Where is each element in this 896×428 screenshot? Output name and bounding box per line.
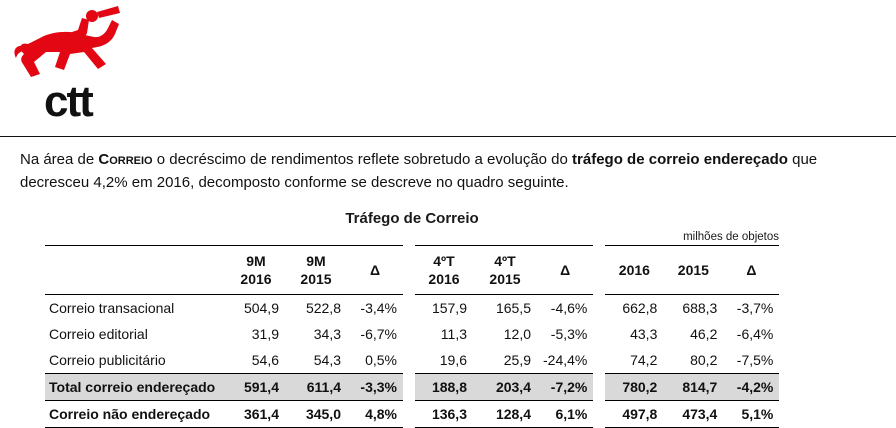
value-cell: 345,0 [285, 400, 347, 428]
header-cell: 4ºT 2016 [415, 244, 473, 296]
value-cell: 11,3 [440, 326, 467, 343]
column-gap [593, 347, 605, 374]
value-cell: 80,2 [690, 352, 718, 369]
traffic-table: 9M 2016 9M 2015 Δ 4ºT 2016 4ºT 2015 Δ 2016 2015… [45, 244, 780, 428]
value-cell: 473,4 [663, 400, 724, 428]
header-cell [45, 244, 227, 296]
table-body: Correio transacional 504,9 522,8 -3,4% 157,9… [45, 295, 780, 428]
value-cell: -7,5% [736, 352, 774, 369]
value-cell: 46,2 [690, 326, 718, 343]
header-cell: 9M 2015 [285, 244, 347, 296]
table-row: Total correio endereçado 591,4 611,4 -3,3% 1… [45, 373, 780, 402]
ctt-logo: ctt [0, 0, 896, 124]
table-row: Correio não endereçado 361,4 345,0 4,8% 136,… [45, 400, 780, 428]
intro-paragraph: Na área de Correio o decréscimo de rendi… [20, 149, 876, 194]
table-row: Correio transacional 504,9 522,8 -3,4% 157,9… [45, 295, 779, 322]
value-cell: -24,4% [543, 352, 588, 369]
table-header: 9M 2016 9M 2015 Δ 4ºT 2016 4ºT 2015 Δ 2016 2015… [45, 244, 780, 296]
value-cell: -4,2% [723, 373, 780, 402]
value-cell: 361,4 [227, 400, 285, 428]
value-cell: -3,7% [736, 300, 774, 317]
value-cell: 12,0 [503, 326, 531, 343]
value-cell: 54,6 [251, 352, 279, 369]
value-cell: -6,4% [736, 326, 774, 343]
value-cell: 0,5% [365, 352, 397, 369]
value-cell: -7,2% [537, 373, 594, 402]
correio-smallcaps: Correio [98, 151, 153, 168]
value-cell: 74,2 [630, 352, 658, 369]
column-gap [403, 401, 415, 428]
value-cell: 54,3 [313, 352, 341, 369]
units-note: milhões de objetos [683, 231, 779, 243]
header-cell: 2016 [605, 244, 664, 296]
value-cell: -5,3% [550, 326, 588, 343]
value-cell: 814,7 [663, 373, 724, 402]
row-label: Correio editorial [49, 326, 148, 343]
value-cell: 34,3 [313, 326, 341, 343]
value-cell: -6,7% [360, 326, 397, 343]
table-row: Correio publicitário 54,6 54,3 0,5% 19,6 25,9… [45, 347, 779, 374]
column-gap [593, 321, 605, 347]
column-gap [593, 374, 605, 401]
row-label: Correio publicitário [49, 352, 166, 369]
header-cell: Δ [347, 244, 403, 296]
column-gap [403, 295, 415, 322]
intro-text-2: o decréscimo de rendimentos reflete sobr… [152, 151, 573, 168]
value-cell: -3,4% [360, 300, 397, 317]
value-cell: 165,5 [495, 300, 531, 317]
row-label: Correio não endereçado [45, 400, 227, 428]
value-cell: 128,4 [473, 400, 537, 428]
header-cell: 9M 2016 [227, 244, 285, 296]
value-cell: 780,2 [605, 373, 664, 402]
value-cell: 19,6 [439, 352, 467, 369]
value-cell: 504,9 [243, 300, 279, 317]
value-cell: 4,8% [347, 400, 403, 428]
row-label: Correio transacional [49, 300, 175, 317]
horse-rider-icon [10, 6, 896, 84]
column-gap [593, 246, 605, 295]
header-cell: 4ºT 2015 [473, 244, 537, 296]
value-cell: 611,4 [285, 373, 347, 402]
value-cell: 157,9 [431, 300, 467, 317]
value-cell: 591,4 [227, 373, 285, 402]
column-gap [593, 295, 605, 322]
header-cell: 2015 [663, 244, 724, 296]
table-title: Tráfego de Correio [345, 210, 479, 227]
value-cell: 203,4 [473, 373, 537, 402]
value-cell: 25,9 [503, 352, 531, 369]
header-cell: Δ [537, 244, 594, 296]
column-gap [403, 347, 415, 374]
value-cell: 136,3 [415, 400, 473, 428]
intro-text-3: que decresceu 4,2% em 2016, decomposto c… [20, 151, 818, 191]
logo-wordmark: ctt [44, 77, 94, 126]
value-cell: -4,6% [550, 300, 588, 317]
value-cell: 188,8 [415, 373, 473, 402]
value-cell: 6,1% [537, 400, 594, 428]
row-label: Total correio endereçado [45, 373, 227, 402]
value-cell: 688,3 [682, 300, 718, 317]
value-cell: 497,8 [605, 400, 664, 428]
intro-text-1: Na área de [20, 151, 99, 168]
value-cell: 31,9 [251, 326, 279, 343]
value-cell: 43,3 [630, 326, 658, 343]
column-gap [593, 401, 605, 428]
header-divider [0, 136, 896, 137]
value-cell: 662,8 [622, 300, 658, 317]
table-row: Correio editorial 31,9 34,3 -6,7% 11,3 12,0 -5… [45, 321, 779, 347]
header-cell: Δ [723, 244, 780, 296]
intro-bold-phrase: tráfego de correio endereçado [572, 151, 788, 168]
header-row: 9M 2016 9M 2015 Δ 4ºT 2016 4ºT 2015 Δ 2016 2015… [45, 244, 780, 296]
column-gap [403, 321, 415, 347]
value-cell: 522,8 [305, 300, 341, 317]
value-cell: 5,1% [723, 400, 780, 428]
value-cell: -3,3% [347, 373, 403, 402]
column-gap [403, 246, 415, 295]
column-gap [403, 374, 415, 401]
